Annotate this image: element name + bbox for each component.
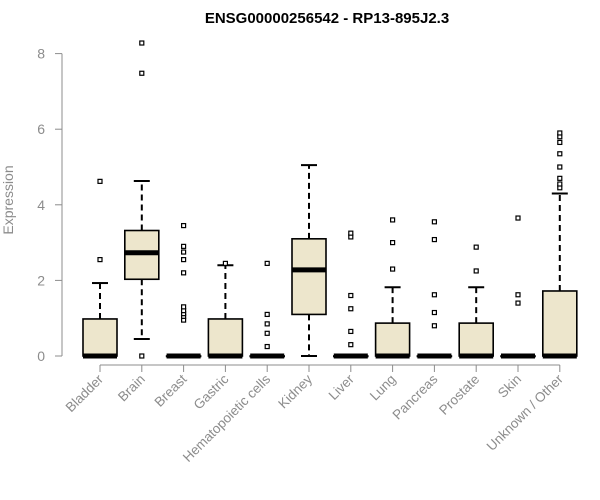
outlier-point xyxy=(264,311,270,318)
outlier-point xyxy=(390,266,396,272)
outlier-point xyxy=(390,240,396,246)
outlier-point xyxy=(515,292,521,298)
box-group xyxy=(500,215,536,359)
box-iqr xyxy=(82,318,118,357)
outlier-point xyxy=(139,40,145,46)
outlier-point xyxy=(348,230,354,236)
outlier-point xyxy=(557,181,563,187)
outlier-point xyxy=(557,139,563,146)
box-group xyxy=(124,40,160,359)
outlier-point xyxy=(181,270,187,276)
x-tick-label: Breast xyxy=(152,371,190,409)
outlier-point xyxy=(557,130,563,136)
outlier-point xyxy=(515,215,521,221)
box-iqr xyxy=(458,322,495,357)
y-tick-label: 4 xyxy=(37,197,45,213)
x-tick-label: Skin xyxy=(495,372,524,401)
box-group xyxy=(249,260,285,359)
outlier-point xyxy=(97,178,103,184)
box-iqr xyxy=(541,290,578,357)
x-tick-label: Pancreas xyxy=(390,371,441,422)
x-tick-label: Unknown / Other xyxy=(484,371,567,454)
outlier-point xyxy=(181,304,187,310)
box-iqr xyxy=(207,318,244,357)
y-tick-label: 2 xyxy=(37,272,45,288)
chart-title: ENSG00000256542 - RP13-895J2.3 xyxy=(205,10,449,27)
y-tick-label: 6 xyxy=(37,121,45,137)
x-tick-label: Lung xyxy=(367,372,399,404)
outlier-point xyxy=(181,243,187,249)
outlier-point xyxy=(431,292,437,298)
outlier-point xyxy=(515,300,521,306)
outlier-point xyxy=(348,328,354,335)
outlier-point xyxy=(431,219,437,225)
box-iqr xyxy=(291,238,327,316)
outlier-point xyxy=(473,268,479,274)
outlier-point xyxy=(97,257,103,263)
outlier-point xyxy=(473,244,479,250)
box-group xyxy=(541,130,578,359)
box-group xyxy=(458,244,495,359)
outlier-point xyxy=(557,164,563,170)
outlier-point xyxy=(348,342,354,348)
outlier-point xyxy=(181,222,187,229)
outlier-point xyxy=(181,249,187,255)
y-tick-label: 8 xyxy=(37,46,45,62)
box-group xyxy=(291,164,327,357)
box-group xyxy=(207,260,244,359)
plot-area xyxy=(82,40,578,359)
box-group xyxy=(374,217,411,359)
x-tick-label: Prostate xyxy=(436,372,482,418)
outlier-point xyxy=(264,343,270,350)
box-iqr xyxy=(374,322,411,357)
outlier-point xyxy=(181,257,187,263)
outlier-point xyxy=(431,309,437,316)
outlier-point xyxy=(431,236,437,243)
y-axis: 0 2 4 6 8 xyxy=(37,46,63,364)
x-tick-label: Kidney xyxy=(275,371,315,411)
y-axis-label: Expression xyxy=(0,165,16,234)
outlier-point xyxy=(264,330,270,336)
outlier-point xyxy=(139,70,145,76)
outlier-point xyxy=(264,321,270,327)
box-group xyxy=(165,222,202,359)
outlier-point xyxy=(431,323,437,329)
box-group xyxy=(332,230,369,359)
x-tick-label: Bladder xyxy=(63,371,107,415)
outlier-point xyxy=(390,217,396,223)
outlier-point xyxy=(222,260,228,266)
outlier-point xyxy=(139,353,145,359)
y-tick-label: 0 xyxy=(37,348,45,364)
x-tick-label: Liver xyxy=(326,371,358,403)
x-tick-label: Gastric xyxy=(191,371,232,412)
box-group xyxy=(416,219,453,359)
box-group xyxy=(82,178,118,359)
outlier-point xyxy=(348,306,354,312)
outlier-point xyxy=(348,292,354,299)
x-tick-label: Brain xyxy=(115,372,148,405)
outlier-point xyxy=(557,151,563,157)
outlier-point xyxy=(264,260,270,266)
outlier-point xyxy=(557,175,563,181)
